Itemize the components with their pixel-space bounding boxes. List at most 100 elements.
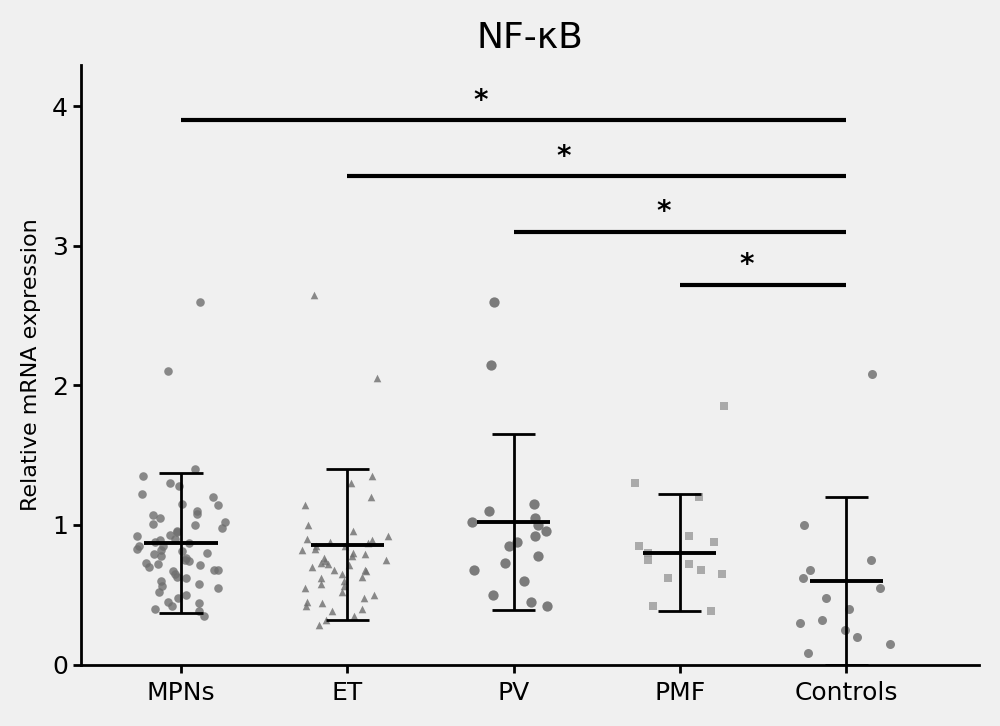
Point [795,572,811,584]
Point [152,534,168,546]
Point [538,525,554,537]
Point [800,648,816,659]
Point [320,558,336,570]
Point [464,516,480,528]
Point [313,578,329,590]
Point [210,499,226,511]
Point [191,597,207,609]
Point [818,592,834,603]
Point [187,519,203,531]
Point [131,540,147,552]
Point [334,568,350,579]
Point [814,614,830,626]
Point [217,516,233,528]
Point [169,526,185,538]
Point [796,519,812,531]
Point [358,566,374,577]
Point [681,558,697,570]
Point [366,589,382,600]
Point [307,543,323,555]
Point [181,537,197,549]
Text: *: * [656,198,670,227]
Point [138,557,154,568]
Point [160,596,176,608]
Point [354,571,370,582]
Point [299,533,315,544]
Point [153,550,169,561]
Point [174,498,190,510]
Point [363,492,379,503]
Point [716,401,732,412]
Point [703,605,719,617]
Point [174,546,190,558]
Point [481,505,497,517]
Point [311,619,327,631]
Point [181,555,197,567]
Point [147,536,163,547]
Point [150,558,166,570]
Point [313,557,329,568]
Point [154,581,170,592]
Point [527,530,543,542]
Point [135,470,151,482]
Point [146,548,162,560]
Point [863,554,879,566]
Point [864,369,880,380]
Title: NF-κB: NF-κB [477,21,584,55]
Point [313,572,329,584]
Point [199,547,215,559]
Point [322,536,338,547]
Point [693,564,709,576]
Point [660,572,676,584]
Point [147,603,163,614]
Point [300,519,316,531]
Point [336,575,352,587]
Point [380,530,396,542]
Point [191,578,207,590]
Point [681,530,697,542]
Point [210,564,226,576]
Point [167,568,183,579]
Point [341,560,357,571]
Point [189,508,205,520]
Point [178,552,194,564]
Point [178,572,194,584]
Point [466,564,482,576]
Point [129,543,145,555]
Point [162,529,178,541]
Point [334,586,350,597]
Point [509,536,525,547]
Point [802,564,818,576]
Point [316,552,332,564]
Point [165,566,181,577]
Point [497,557,513,568]
Point [153,575,169,587]
Point [171,480,187,492]
Point [354,603,370,614]
Point [134,489,150,500]
Point [152,512,168,523]
Point [214,522,230,534]
Point [360,537,376,549]
Text: *: * [739,251,754,280]
Point [294,544,310,556]
Point [169,571,185,582]
Point [539,600,555,612]
Point [191,605,207,617]
Point [357,564,373,576]
Point [192,296,208,308]
Point [205,492,221,503]
Point [308,540,324,552]
Point [527,512,543,523]
Point [324,605,340,617]
Point [298,600,314,612]
Point [530,550,546,561]
Point [640,554,656,566]
Point [177,554,193,566]
Point [192,560,208,571]
Point [297,499,313,511]
Text: *: * [556,142,571,171]
Point [485,589,501,600]
Point [631,540,647,552]
Point [627,477,643,489]
